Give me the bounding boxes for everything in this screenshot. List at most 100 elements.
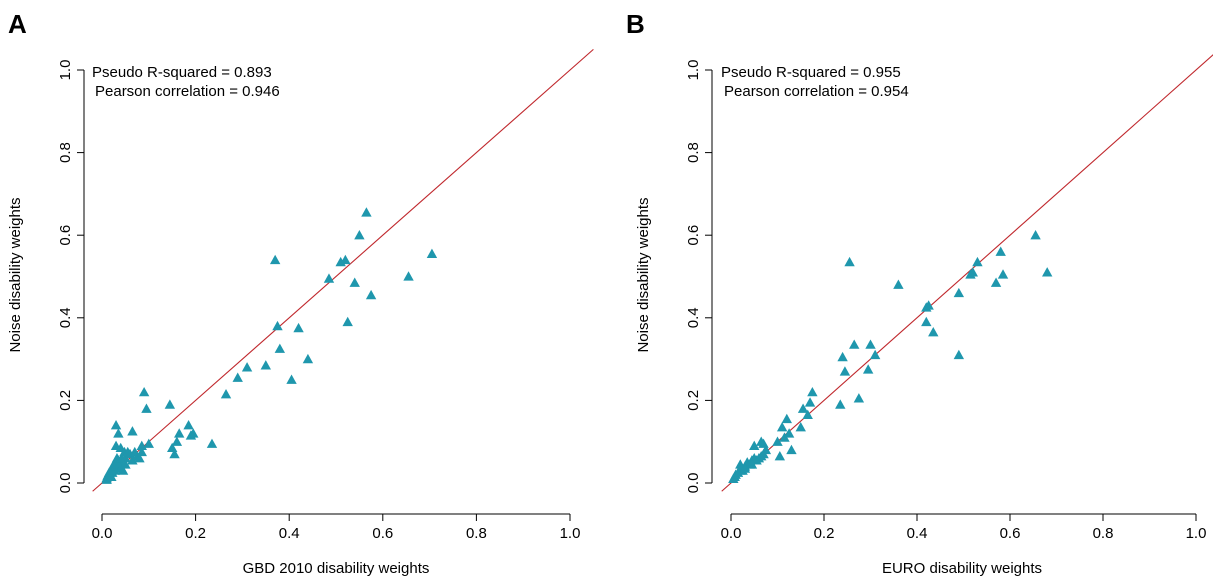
identity-reference-line xyxy=(721,54,1213,492)
x-tick-label: 0.0 xyxy=(92,525,113,542)
data-point xyxy=(758,438,769,448)
data-point xyxy=(342,316,353,327)
data-point xyxy=(869,349,881,360)
data-point xyxy=(232,372,243,382)
x-tick-label: 0.8 xyxy=(1093,525,1114,542)
x-tick-label: 0.4 xyxy=(907,525,928,542)
y-tick-label: 1.0 xyxy=(57,60,74,81)
data-point xyxy=(804,397,816,407)
data-point xyxy=(323,273,335,283)
data-point xyxy=(797,403,809,413)
data-point xyxy=(403,271,414,281)
x-axis-title-a: GBD 2010 disability weights xyxy=(243,560,430,577)
data-point xyxy=(174,428,185,438)
x-tick-label: 0.4 xyxy=(279,525,300,542)
data-point xyxy=(921,316,932,327)
y-tick-label: 0.8 xyxy=(57,142,74,163)
y-tick-label: 0.0 xyxy=(57,473,74,494)
data-point xyxy=(241,362,253,372)
data-point xyxy=(134,453,145,463)
data-point xyxy=(113,428,124,438)
data-point xyxy=(349,277,360,287)
x-tick-label: 0.2 xyxy=(814,525,835,542)
data-point xyxy=(220,389,232,399)
data-point xyxy=(995,246,1006,256)
y-axis-title-b: Noise disability weights xyxy=(635,197,652,352)
pearson-annotation-b: Pearson correlation = 0.954 xyxy=(724,83,909,100)
data-point xyxy=(835,399,846,409)
pseudo-r2-annotation-b: Pseudo R-squared = 0.955 xyxy=(721,64,901,81)
data-point xyxy=(286,374,297,384)
x-tick-label: 1.0 xyxy=(560,525,581,542)
data-point xyxy=(164,399,176,409)
y-tick-label: 0.4 xyxy=(57,307,74,328)
data-point xyxy=(1042,267,1053,277)
x-axis-title-b: EURO disability weights xyxy=(882,560,1042,577)
data-point xyxy=(115,442,126,453)
y-tick-label: 0.0 xyxy=(685,473,702,494)
data-point xyxy=(188,428,199,438)
data-point xyxy=(171,436,183,446)
y-tick-label: 0.6 xyxy=(57,225,74,246)
identity-reference-line xyxy=(92,48,594,492)
data-point xyxy=(354,230,365,240)
data-point xyxy=(749,440,760,450)
y-axis-title-a: Noise disability weights xyxy=(7,197,24,352)
data-point xyxy=(807,386,818,397)
x-tick-label: 0.8 xyxy=(466,525,487,542)
panel-label-b: B xyxy=(626,9,645,39)
plot-area-b: 0.0 0.2 0.4 0.6 0.8 1.0 0.0 0.2 0.4 0.6 0.8 1.0 xyxy=(685,54,1213,542)
data-point xyxy=(361,207,372,217)
data-point xyxy=(772,436,783,446)
data-point xyxy=(365,289,377,300)
data-point xyxy=(795,422,806,432)
data-point xyxy=(783,428,795,438)
x-tick-label: 0.2 xyxy=(185,525,206,542)
x-tick-label: 0.6 xyxy=(372,525,393,542)
data-point xyxy=(746,459,758,469)
data-point xyxy=(340,254,351,265)
data-point xyxy=(837,351,848,362)
data-point xyxy=(893,279,904,289)
data-point xyxy=(138,386,150,397)
data-point xyxy=(849,339,860,349)
panel-a: A 0.0 0.2 0.4 0.6 0.8 1.0 0.0 0.2 0.4 0.6 0.8 1.0 P… xyxy=(7,9,594,577)
data-point xyxy=(739,463,751,473)
data-point xyxy=(206,438,218,448)
data-point xyxy=(426,248,438,258)
data-point xyxy=(260,360,271,370)
data-point xyxy=(272,320,283,331)
x-tick-label: 0.6 xyxy=(1000,525,1021,542)
x-tick-label: 0.0 xyxy=(721,525,742,542)
data-point xyxy=(781,413,792,424)
plot-area-a: 0.0 0.2 0.4 0.6 0.8 1.0 0.0 0.2 0.4 0.6 0.8 1.0 xyxy=(57,48,594,542)
data-point xyxy=(802,409,813,420)
data-point xyxy=(786,444,797,455)
pearson-annotation-a: Pearson correlation = 0.946 xyxy=(95,83,280,100)
data-point xyxy=(953,349,965,360)
data-point xyxy=(967,267,978,277)
data-point xyxy=(776,422,788,432)
data-point xyxy=(1030,230,1041,240)
data-point xyxy=(853,393,865,403)
x-tick-label: 1.0 xyxy=(1186,525,1207,542)
data-point xyxy=(274,343,286,353)
data-point xyxy=(110,419,122,430)
data-point xyxy=(844,256,855,267)
data-point xyxy=(183,419,194,430)
data-point xyxy=(862,364,874,374)
pseudo-r2-annotation-a: Pseudo R-squared = 0.893 xyxy=(92,64,272,81)
data-point xyxy=(865,339,876,349)
y-tick-label: 0.4 xyxy=(685,307,702,328)
data-point xyxy=(760,444,772,455)
data-point xyxy=(136,446,147,457)
panel-label-a: A xyxy=(8,9,27,39)
data-point xyxy=(143,438,154,448)
data-point xyxy=(953,287,965,298)
data-point xyxy=(928,327,939,337)
panel-b: B 0.0 0.2 0.4 0.6 0.8 1.0 0.0 0.2 0.4 0.6 0.8 1.0 P… xyxy=(626,9,1213,577)
y-tick-label: 0.8 xyxy=(685,142,702,163)
data-point xyxy=(127,426,138,436)
data-point xyxy=(839,366,851,376)
